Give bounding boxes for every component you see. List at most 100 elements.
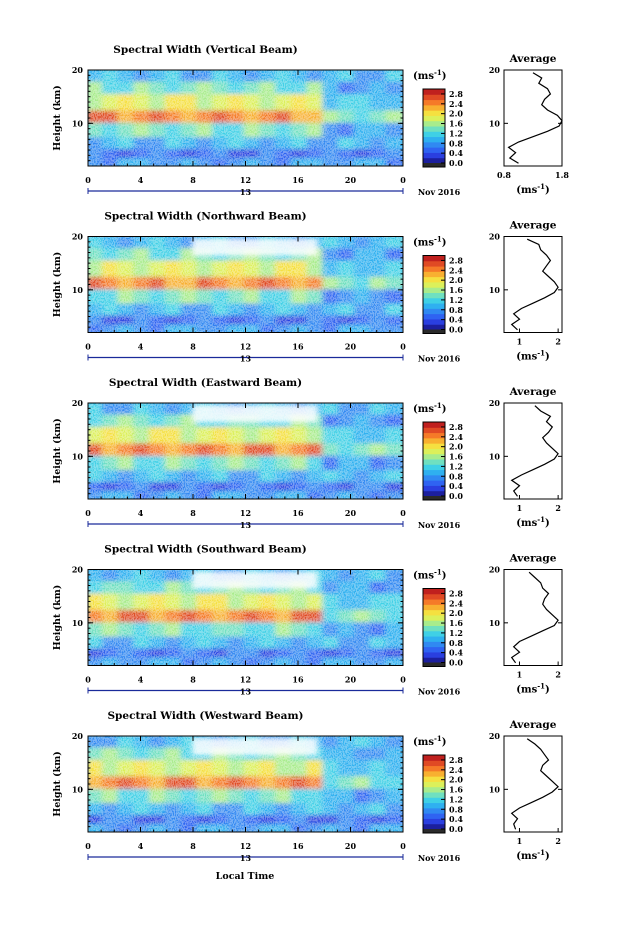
colorbar-tick-label: 0.4 <box>449 814 463 824</box>
colorbar-swatch <box>423 609 445 616</box>
x-tick-label: 16 <box>292 175 304 185</box>
colorbar-swatch <box>423 485 445 492</box>
y-tick-label: 10 <box>72 451 84 461</box>
colorbar-tick-label: 1.6 <box>449 119 463 129</box>
colorbar-swatch <box>423 157 445 164</box>
colorbar-swatch <box>423 807 445 814</box>
colorbar-tick-label: 1.6 <box>449 285 463 295</box>
colorbar-tick-label: 0.8 <box>449 804 463 814</box>
colorbar-swatch <box>423 657 445 663</box>
colorbar-swatch <box>423 770 445 777</box>
y-axis-label: Height (km) <box>52 252 63 318</box>
colorbar-swatch <box>423 115 445 122</box>
colorbar-tick-label: 0.4 <box>449 315 463 325</box>
colorbar-tick-label: 2.0 <box>449 275 463 285</box>
panel-title: Spectral Width (Southward Beam) <box>104 544 306 556</box>
colorbar-swatch <box>423 593 445 600</box>
date-label: Nov 2016 <box>418 187 461 197</box>
x-tick-label: 20 <box>345 841 357 851</box>
profile-y-tick-label: 20 <box>489 398 501 408</box>
colorbar-swatch <box>423 625 445 632</box>
profile-frame <box>503 236 563 333</box>
colorbar-tick-label: 0.4 <box>449 648 463 658</box>
x-tick-label: 0 <box>85 175 91 185</box>
colorbar-swatch <box>423 781 445 788</box>
colorbar-swatch <box>423 474 445 481</box>
x-tick-label: 16 <box>292 675 304 685</box>
x-tick-label: 20 <box>345 675 357 685</box>
heatmap <box>88 236 403 333</box>
y-axis-label: Height (km) <box>52 85 63 151</box>
colorbar-swatch <box>423 308 445 315</box>
colorbar-swatch <box>423 94 445 101</box>
colorbar-tick-label: 0.0 <box>449 491 463 501</box>
average-profile: Average 10 20 1 2 (ms-1) <box>489 386 563 529</box>
y-tick-label: 10 <box>72 618 84 628</box>
colorbar: (ms-1) 0.00.40.81.21.62.02.42.8 <box>413 568 463 668</box>
x-tick-label: 20 <box>345 342 357 352</box>
date-label: Nov 2016 <box>418 354 461 364</box>
colorbar: (ms-1) 0.00.40.81.21.62.02.42.8 <box>413 235 463 335</box>
x-tick-label: 0 <box>85 342 91 352</box>
x-tick-label: 12 <box>240 175 251 185</box>
x-tick-label: 0 <box>400 675 406 685</box>
colorbar-swatch <box>423 313 445 320</box>
colorbar-swatch <box>423 646 445 653</box>
colorbar-swatch <box>423 303 445 309</box>
colorbar-swatch <box>423 480 445 486</box>
y-tick-label: 20 <box>72 565 84 575</box>
x-tick-label: 8 <box>190 342 196 352</box>
colorbar-tick-label: 2.0 <box>449 442 463 452</box>
profile-frame <box>503 735 563 833</box>
panel-title: Spectral Width (Westward Beam) <box>107 710 303 722</box>
profile-x-tick-label: 1 <box>517 670 523 680</box>
colorbar-tick-label: 0.8 <box>449 305 463 315</box>
colorbar-tick-label: 0.4 <box>449 148 463 158</box>
colorbar-swatch <box>423 443 445 449</box>
profile-line <box>510 571 559 664</box>
colorbar-tick-label: 1.2 <box>449 628 463 638</box>
colorbar-tick-label: 0.0 <box>449 158 463 168</box>
colorbar-swatch <box>423 641 445 648</box>
colorbar-tick-label: 1.2 <box>449 128 463 138</box>
x-tick-label: 0 <box>400 175 406 185</box>
day-label: 13 <box>240 187 252 197</box>
colorbar-swatch <box>423 131 445 138</box>
profile-x-tick-label: 1 <box>517 337 523 347</box>
colorbar-swatch <box>423 636 445 642</box>
profile-title: Average <box>509 220 557 232</box>
colorbar-tick-label: 2.8 <box>449 588 463 598</box>
x-tick-label: 12 <box>240 508 251 518</box>
colorbar-swatch <box>423 797 445 804</box>
colorbar-tick-label: 2.0 <box>449 109 463 119</box>
colorbar-tick-label: 0.0 <box>449 658 463 668</box>
colorbar-unit: (ms-1) <box>413 568 446 582</box>
colorbar-swatch <box>423 813 445 819</box>
day-label: 13 <box>240 853 252 863</box>
heatmap <box>88 569 403 666</box>
colorbar-swatch <box>423 765 445 772</box>
y-tick-label: 20 <box>72 232 84 242</box>
day-label: 13 <box>240 520 252 530</box>
colorbar-swatch <box>423 792 445 798</box>
x-tick-label: 8 <box>190 175 196 185</box>
colorbar-swatch <box>423 760 445 767</box>
profile-y-tick-label: 10 <box>489 451 501 461</box>
x-tick-label: 12 <box>240 675 251 685</box>
colorbar-swatch <box>423 141 445 148</box>
profile-x-tick-label: 2 <box>555 503 561 513</box>
colorbar-tick-label: 0.8 <box>449 471 463 481</box>
date-label: Nov 2016 <box>418 520 461 530</box>
colorbar-swatch <box>423 469 445 476</box>
colorbar-tick-label: 1.2 <box>449 794 463 804</box>
profile-title: Average <box>509 553 557 565</box>
colorbar-swatch <box>423 110 445 116</box>
profile-title: Average <box>509 386 557 398</box>
profile-y-tick-label: 10 <box>489 118 501 128</box>
colorbar-unit: (ms-1) <box>413 235 446 249</box>
day-label: 13 <box>240 687 252 697</box>
heatmap <box>88 70 403 166</box>
profile-x-unit: (ms-1) <box>516 182 549 196</box>
